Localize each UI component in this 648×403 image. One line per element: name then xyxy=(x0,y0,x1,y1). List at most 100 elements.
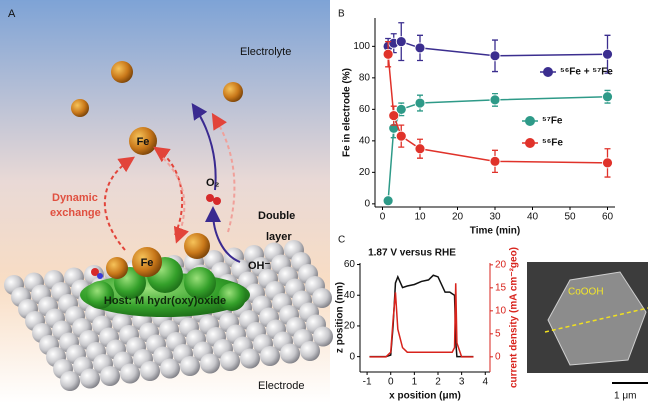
x-tick-label: 0 xyxy=(380,212,386,223)
label: Electrolyte xyxy=(240,46,291,58)
arrow xyxy=(153,146,184,236)
label: Double xyxy=(258,210,295,222)
x-tick-label: 30 xyxy=(489,212,501,223)
y-tick-label: 60 xyxy=(359,104,371,115)
electrode-sphere xyxy=(220,351,240,371)
electrode-sphere xyxy=(140,361,160,381)
electrode-sphere xyxy=(280,343,300,364)
y-axis-label: Fe in electrode (%) xyxy=(342,68,353,157)
x-tick-label: 1 xyxy=(412,377,418,388)
host-sphere xyxy=(218,283,246,311)
o-atom xyxy=(213,197,221,205)
fe-spheres xyxy=(71,61,243,279)
y-tick-label: 0 xyxy=(364,198,370,209)
x-tick-label: 4 xyxy=(482,377,488,388)
y-tick-label: 40 xyxy=(359,135,371,146)
label: Fe xyxy=(137,136,150,148)
series-line xyxy=(387,96,608,201)
electrode-sphere xyxy=(60,371,80,391)
label: O₂ xyxy=(206,177,220,189)
x-tick-label: 40 xyxy=(527,212,539,223)
fe-sphere xyxy=(71,99,89,117)
marker xyxy=(602,91,613,103)
h-atom xyxy=(97,273,103,279)
scale-label: 1 μm xyxy=(614,391,636,402)
micrograph: CoOOH 1 μm xyxy=(527,262,648,402)
marker xyxy=(382,195,394,207)
series-line xyxy=(387,54,608,164)
electrode-sphere xyxy=(300,341,320,361)
y-tick-label: 60 xyxy=(344,259,356,270)
x-tick-label: 50 xyxy=(564,212,576,223)
electrode-sphere xyxy=(313,326,333,347)
marker xyxy=(489,50,501,62)
fe-sphere xyxy=(223,82,243,102)
electrode-sphere xyxy=(240,348,260,369)
label: Dynamic xyxy=(52,192,98,204)
image-label: CoOOH xyxy=(568,287,604,298)
label: exchange xyxy=(50,207,101,219)
panel-label: A xyxy=(8,8,16,20)
y2-tick-label: 15 xyxy=(495,282,507,293)
label: Fe xyxy=(141,257,154,269)
label: OH⁻ xyxy=(248,260,271,272)
arrow xyxy=(211,112,236,233)
chart-title: 1.87 V versus RHE xyxy=(368,248,456,259)
arrow xyxy=(103,156,135,251)
marker xyxy=(414,97,426,109)
x-tick-label: 10 xyxy=(414,212,426,223)
label: layer xyxy=(266,231,292,243)
x-tick-label: 0 xyxy=(388,377,394,388)
electrode-sphere xyxy=(200,353,220,374)
marker xyxy=(489,155,501,167)
legend-marker xyxy=(543,67,553,77)
x-tick-label: 2 xyxy=(435,377,441,388)
line-cut xyxy=(544,307,648,333)
panel-label: C xyxy=(338,235,345,246)
hexagon-crystal xyxy=(547,271,647,366)
fe-sphere xyxy=(129,127,157,155)
electrode-sphere xyxy=(80,368,100,389)
electrode-sphere xyxy=(312,288,332,308)
oh-arrow xyxy=(205,206,241,263)
y-tick-label: 100 xyxy=(353,41,370,52)
fe-sphere xyxy=(106,257,128,279)
marker xyxy=(382,48,394,60)
x-tick-label: 20 xyxy=(452,212,464,223)
marker xyxy=(414,42,426,54)
y-tick-label: 20 xyxy=(344,321,356,332)
o-atom xyxy=(91,268,99,276)
x-tick-label: 3 xyxy=(459,377,465,388)
x-axis-label: x position (μm) xyxy=(389,391,461,402)
y-tick-label: 40 xyxy=(344,290,356,301)
marker xyxy=(388,110,400,122)
x-tick-label: -1 xyxy=(363,377,372,388)
marker xyxy=(395,130,407,142)
panel-label: B xyxy=(338,9,345,20)
y-tick-label: 80 xyxy=(359,72,371,83)
fe-sphere xyxy=(184,233,210,259)
legend-label: ⁵⁶Fe + ⁵⁷Fe xyxy=(560,67,613,78)
arrow xyxy=(162,157,189,244)
marker xyxy=(395,36,407,48)
marker xyxy=(414,143,426,155)
y2-tick-label: 10 xyxy=(495,305,507,316)
marker xyxy=(395,103,407,115)
y-tick-label: 20 xyxy=(359,167,371,178)
fe-sphere xyxy=(111,61,133,83)
electrode-sphere xyxy=(180,356,200,376)
electrode-sphere xyxy=(100,366,120,386)
electrode-sphere xyxy=(120,363,140,384)
x-axis-label: Time (min) xyxy=(470,226,520,237)
o-atom xyxy=(206,194,214,202)
marker xyxy=(602,48,613,60)
label: Electrode xyxy=(258,380,304,392)
marker xyxy=(602,157,613,169)
y2-tick-label: 5 xyxy=(495,328,501,339)
legend-label: ⁵⁷Fe xyxy=(542,116,563,127)
y2-axis-label: current density (mA cm⁻²geo) xyxy=(509,247,520,388)
y2-tick-label: 20 xyxy=(495,259,507,270)
host-sphere xyxy=(184,267,216,299)
